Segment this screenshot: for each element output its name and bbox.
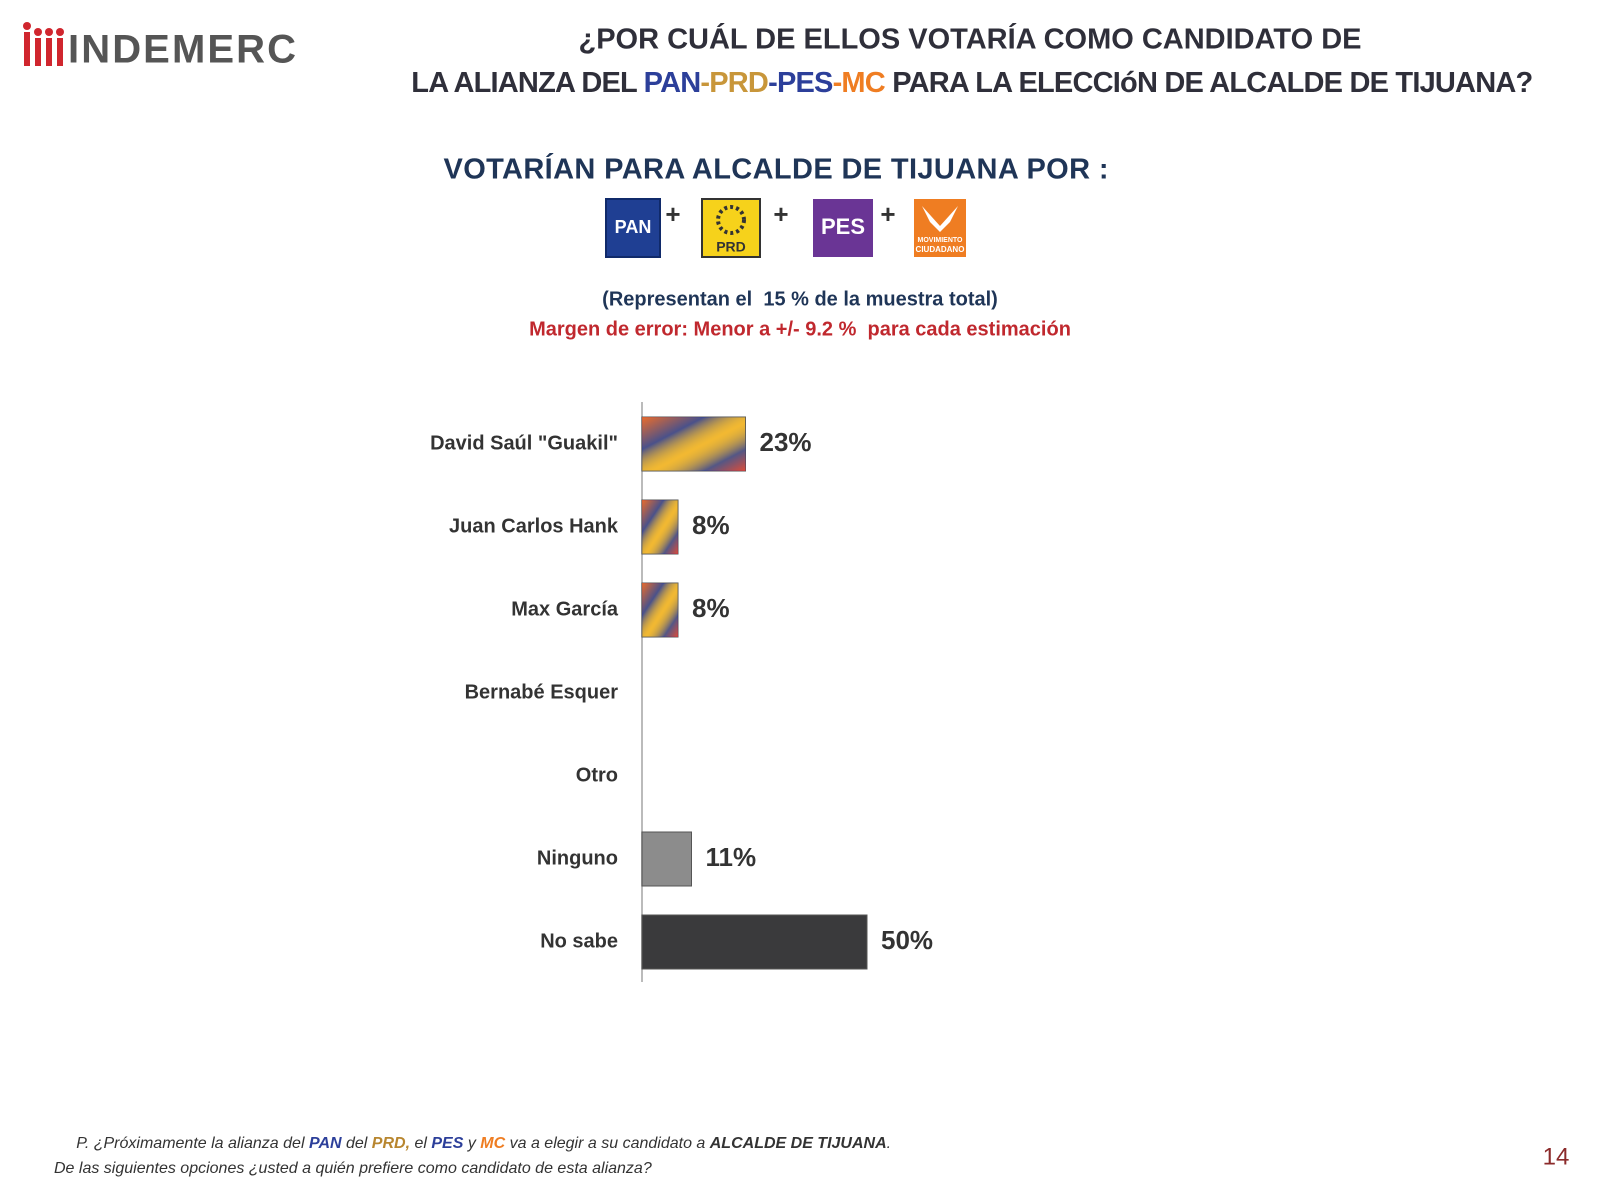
category-label: No sabe (540, 930, 618, 952)
title-part: - (700, 67, 710, 99)
logo: INDEMERC (23, 22, 296, 72)
pes-logo: PES (821, 214, 865, 239)
category-label: Otro (576, 764, 618, 786)
category-label: Bernabé Esquer (465, 681, 619, 703)
title-line-2: LA ALIANZA DEL PAN-PRD-PES-MC PARA LA EL… (375, 67, 1555, 99)
mc-logo: MOVIMIENTO (918, 237, 964, 244)
footer-part: y (463, 1135, 480, 1152)
bars: David Saúl "Guakil" 23% Juan Carlos Hank 8%… (430, 416, 933, 970)
page-number: 14 (1543, 1143, 1570, 1170)
bar (641, 831, 692, 887)
category-label: Ninguno (537, 847, 618, 869)
footer-part: ALCALDE DE TIJUANA (709, 1135, 887, 1152)
subtitle: VOTARÍAN PARA ALCALDE DE TIJUANA POR : (444, 152, 1109, 186)
value-label: 50% (881, 925, 933, 955)
plus: + (665, 199, 680, 229)
title-part: - (768, 67, 778, 99)
title-part: PES (777, 67, 833, 99)
footer-part: del (342, 1135, 372, 1152)
footer-part: el (410, 1135, 431, 1152)
title-line-1: ¿POR CUÁL DE ELLOS VOTARÍA COMO CANDIDAT… (578, 22, 1361, 56)
title-part: MC (841, 67, 885, 99)
footer-part: . (887, 1135, 891, 1152)
footer-part: P. ¿Próximamente la alianza del (76, 1135, 309, 1152)
bar-shade (642, 417, 746, 471)
party-logos: PAN + PRD + PES + MOVIMIENTO CIUDADANO (605, 198, 966, 258)
category-label: Juan Carlos Hank (449, 515, 619, 537)
footer-line-1: P. ¿Próximamente la alianza del PAN del … (54, 1135, 904, 1152)
title-part: PAN (644, 67, 702, 99)
title-part: LA ALIANZA DEL (411, 67, 644, 99)
footer-part: MC (480, 1135, 505, 1152)
title-part: PRD (709, 67, 769, 99)
error-note: Margen de error: Menor a +/- 9.2 % para … (529, 318, 1071, 340)
bar-shade (642, 583, 678, 637)
footer-part: va a elegir a su candidato a (505, 1135, 710, 1152)
value-label: 8% (692, 593, 730, 623)
mc-logo: CIUDADANO (916, 245, 965, 254)
title-part: - (833, 67, 843, 99)
prd-logo: PRD (716, 239, 746, 255)
footer-part: PAN (309, 1135, 342, 1152)
plus: + (880, 199, 895, 229)
value-label: 23% (760, 427, 812, 457)
value-label: 11% (706, 842, 757, 872)
title-part: PARA LA ELECCIóN DE ALCALDE DE TIJUANA? (885, 67, 1533, 99)
footer-part: PES (431, 1135, 463, 1152)
footer-part: PRD, (372, 1135, 410, 1152)
footer-line-2: De las siguientes opciones ¿usted a quié… (54, 1160, 652, 1177)
plus: + (773, 199, 788, 229)
value-label: 8% (692, 510, 730, 540)
pan-logo: PAN (615, 217, 652, 237)
bar-shade (642, 500, 678, 554)
bar (641, 914, 868, 970)
category-label: David Saúl "Guakil" (430, 432, 618, 454)
logo-text: INDEMERC (68, 28, 296, 72)
sample-note: (Representan el 15 % de la muestra total… (602, 288, 998, 310)
category-label: Max García (511, 598, 619, 620)
